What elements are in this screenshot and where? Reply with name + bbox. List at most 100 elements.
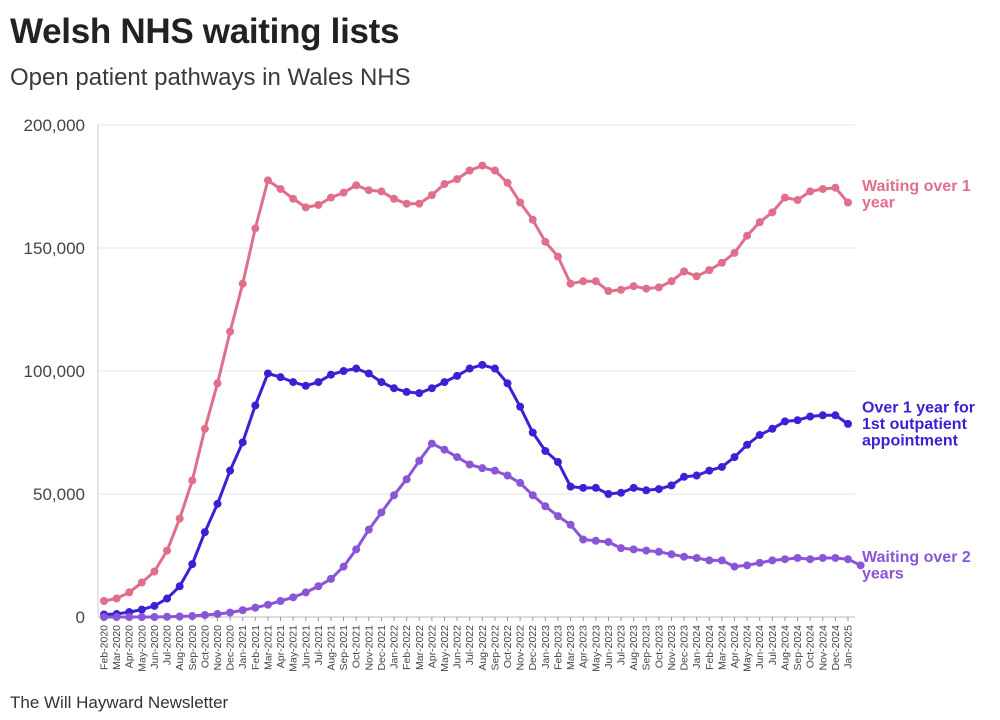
data-point	[629, 545, 638, 554]
data-point	[364, 525, 373, 534]
data-point	[326, 370, 335, 379]
data-point	[768, 556, 777, 565]
data-point	[339, 188, 348, 197]
data-point	[604, 287, 613, 296]
data-point	[377, 508, 386, 517]
data-point	[831, 553, 840, 562]
data-point	[352, 364, 361, 373]
x-tick-label: Jan-2021	[237, 625, 249, 669]
data-point	[301, 588, 310, 597]
data-point	[566, 279, 575, 288]
data-point	[226, 608, 235, 617]
x-tick-label: Jan-2024	[691, 625, 703, 669]
data-point	[617, 488, 626, 497]
data-point	[125, 588, 134, 597]
data-point	[440, 445, 449, 454]
data-point	[566, 482, 575, 491]
y-axis-ticks: 0 50,000 100,000 150,000 200,000	[24, 116, 85, 627]
data-point	[667, 481, 676, 490]
data-point	[163, 546, 172, 555]
data-point	[188, 612, 197, 621]
data-point	[301, 203, 310, 212]
y-tick-label: 200,000	[24, 116, 85, 135]
data-point	[717, 258, 726, 267]
series-label: Waiting over 2 years	[862, 549, 971, 583]
data-point	[642, 486, 651, 495]
x-tick-label: Oct-2022	[502, 625, 514, 668]
data-point	[692, 471, 701, 480]
x-tick-label: Mar-2020	[111, 625, 123, 670]
data-point	[326, 193, 335, 202]
data-point	[818, 411, 827, 420]
data-point	[251, 224, 260, 233]
x-tick-label: Jun-2021	[300, 625, 312, 669]
y-tick-label: 100,000	[24, 362, 85, 381]
data-point	[163, 612, 172, 621]
data-point	[516, 402, 525, 411]
data-point	[251, 603, 260, 612]
x-tick-label: Dec-2023	[679, 625, 691, 671]
series-label-line: Waiting over 2	[862, 549, 971, 566]
data-point	[339, 562, 348, 571]
data-point	[263, 600, 272, 609]
data-point	[844, 419, 852, 428]
data-point	[604, 490, 613, 498]
data-point	[402, 387, 411, 396]
gridlines	[97, 124, 855, 618]
data-point	[390, 491, 399, 500]
x-tick-label: Nov-2022	[515, 625, 527, 671]
data-point	[213, 499, 222, 508]
x-tick-label: Oct-2020	[199, 625, 211, 668]
data-point	[137, 605, 146, 614]
chart-title: Welsh NHS waiting lists	[10, 12, 400, 51]
x-tick-label: Aug-2021	[325, 625, 337, 671]
data-point	[705, 466, 714, 475]
data-point	[768, 424, 777, 433]
series-label-line: appointment	[862, 432, 959, 449]
data-point	[100, 597, 108, 606]
data-point	[730, 453, 739, 462]
data-point	[478, 161, 487, 170]
data-point	[793, 416, 802, 425]
x-tick-label: Dec-2020	[225, 625, 237, 671]
data-point	[238, 279, 247, 288]
data-point	[100, 613, 108, 621]
data-point	[629, 282, 638, 291]
data-point	[604, 537, 613, 546]
data-point	[844, 555, 852, 564]
data-point	[591, 536, 600, 545]
data-point	[793, 553, 802, 562]
data-point	[680, 267, 689, 276]
data-point	[528, 491, 537, 500]
data-point	[427, 439, 436, 448]
x-tick-label: Feb-2024	[704, 625, 716, 670]
x-tick-label: Jun-2020	[149, 625, 161, 669]
data-point	[465, 166, 474, 175]
data-point	[516, 198, 525, 207]
x-tick-label: Jan-2023	[540, 625, 552, 669]
data-point	[314, 200, 323, 209]
data-point	[617, 285, 626, 294]
data-point	[402, 475, 411, 484]
data-point	[667, 277, 676, 286]
x-tick-label: Dec-2022	[527, 625, 539, 671]
data-point	[238, 606, 247, 615]
data-point	[579, 277, 588, 286]
data-point	[440, 180, 449, 189]
x-tick-label: May-2024	[742, 625, 754, 672]
data-point	[390, 384, 399, 393]
x-tick-label: Dec-2024	[830, 625, 842, 671]
data-point	[377, 378, 386, 387]
data-point	[125, 613, 134, 621]
data-point	[150, 601, 159, 610]
data-point	[364, 369, 373, 378]
series-label-line: 1st outpatient	[862, 416, 968, 433]
series-label-line: years	[862, 566, 904, 583]
x-tick-label: Jun-2024	[754, 625, 766, 669]
x-tick-label: Mar-2024	[716, 625, 728, 670]
x-axis-ticks: Feb-2020 Mar-2020 Apr-2020 May-2020 Jun-2020…	[99, 617, 855, 672]
data-point	[755, 430, 764, 439]
x-tick-label: Jun-2023	[603, 625, 615, 669]
data-point	[263, 176, 272, 185]
x-tick-label: Nov-2021	[363, 625, 375, 671]
